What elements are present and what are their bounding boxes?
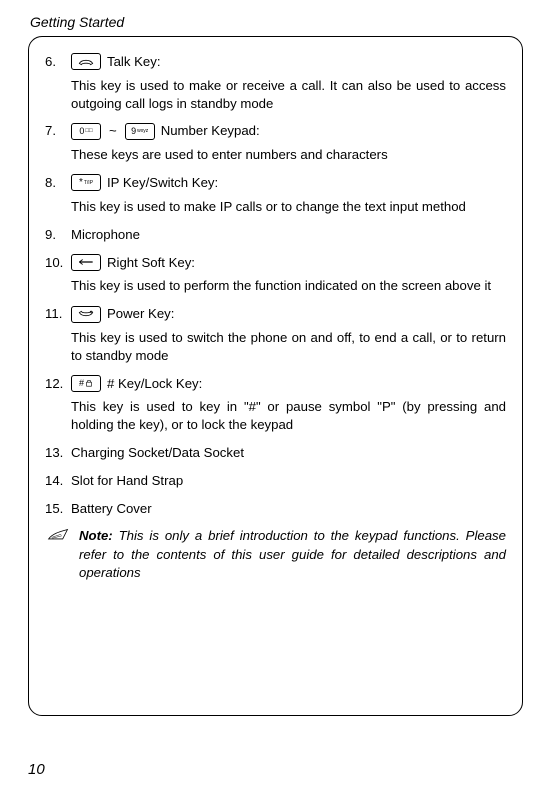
key-glyph: 0 [79, 125, 84, 137]
list-item: 13. Charging Socket/Data Socket [45, 444, 506, 462]
item-number: 11. [45, 305, 65, 323]
page: Getting Started 6. Talk Key: This key is… [0, 0, 545, 790]
note-text: Note: This is only a brief introduction … [79, 527, 506, 582]
key-glyph: * [79, 176, 83, 190]
list-item: 8. * T/IP IP Key/Switch Key: This key is… [45, 174, 506, 216]
item-number: 9. [45, 226, 65, 244]
key-glyph: # [79, 377, 84, 389]
power-key-icon [71, 306, 101, 323]
item-description: This key is used to switch the phone on … [71, 329, 506, 365]
item-label: # Key/Lock Key: [107, 375, 202, 393]
list-item: 6. Talk Key: This key is used to make or… [45, 53, 506, 112]
item-description: This key is used to make IP calls or to … [71, 198, 506, 216]
range-tilde: ~ [109, 122, 117, 140]
list-item: 10. Right Soft Key: This key is used to … [45, 254, 506, 296]
item-number: 8. [45, 174, 65, 192]
item-label: IP Key/Switch Key: [107, 174, 218, 192]
note-block: Note: This is only a brief introduction … [45, 527, 506, 582]
item-heading: 14. Slot for Hand Strap [45, 472, 506, 490]
item-number: 12. [45, 375, 65, 393]
note-body: This is only a brief introduction to the… [79, 528, 506, 580]
item-description: This key is used to make or receive a ca… [71, 77, 506, 113]
right-soft-key-icon [71, 254, 101, 271]
item-heading: 9. Microphone [45, 226, 506, 244]
item-label: Slot for Hand Strap [71, 472, 183, 490]
item-number: 14. [45, 472, 65, 490]
item-heading: 12. # # Key/Lock Key: [45, 375, 506, 393]
item-heading: 7. 0 □□ ~ 9 wxyz Number Keypad: [45, 122, 506, 140]
note-bold: Note: [79, 528, 113, 543]
item-number: 7. [45, 122, 65, 140]
page-number: 10 [28, 761, 45, 778]
item-number: 15. [45, 500, 65, 518]
item-label: Microphone [71, 226, 140, 244]
key-sub: T/IP [84, 180, 93, 187]
key-glyph: 9 [131, 125, 136, 137]
talk-key-icon [71, 53, 101, 70]
note-icon [45, 527, 71, 582]
list-item: 7. 0 □□ ~ 9 wxyz Number Keypad: These ke… [45, 122, 506, 164]
item-heading: 13. Charging Socket/Data Socket [45, 444, 506, 462]
list-item: 11. Power Key: This key is used to switc… [45, 305, 506, 364]
item-number: 13. [45, 444, 65, 462]
zero-key-icon: 0 □□ [71, 123, 101, 140]
list-item: 12. # # Key/Lock Key: This key is used t… [45, 375, 506, 434]
item-number: 10. [45, 254, 65, 272]
content-frame: 6. Talk Key: This key is used to make or… [28, 36, 523, 716]
item-description: This key is used to perform the function… [71, 277, 506, 295]
list-item: 15. Battery Cover [45, 500, 506, 518]
list-item: 9. Microphone [45, 226, 506, 244]
item-heading: 10. Right Soft Key: [45, 254, 506, 272]
item-heading: 15. Battery Cover [45, 500, 506, 518]
item-label: Power Key: [107, 305, 174, 323]
hash-key-icon: # [71, 375, 101, 392]
item-heading: 8. * T/IP IP Key/Switch Key: [45, 174, 506, 192]
star-key-icon: * T/IP [71, 174, 101, 191]
item-label: Battery Cover [71, 500, 152, 518]
list-item: 14. Slot for Hand Strap [45, 472, 506, 490]
item-description: This key is used to key in "#" or pause … [71, 398, 506, 434]
item-heading: 6. Talk Key: [45, 53, 506, 71]
nine-key-icon: 9 wxyz [125, 123, 155, 140]
section-header: Getting Started [28, 14, 523, 30]
item-label: Charging Socket/Data Socket [71, 444, 244, 462]
item-label: Number Keypad: [161, 122, 260, 140]
item-label: Right Soft Key: [107, 254, 195, 272]
item-description: These keys are used to enter numbers and… [71, 146, 506, 164]
item-heading: 11. Power Key: [45, 305, 506, 323]
item-number: 6. [45, 53, 65, 71]
item-label: Talk Key: [107, 53, 161, 71]
